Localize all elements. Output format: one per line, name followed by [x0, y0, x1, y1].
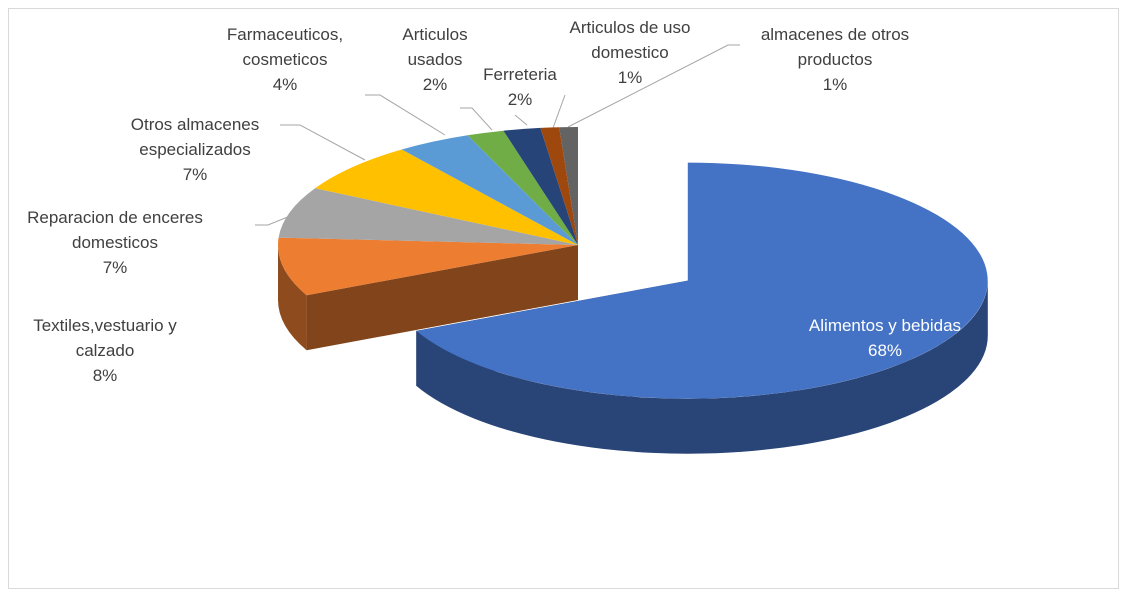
leader-line — [514, 114, 528, 126]
value-label: 1% — [617, 68, 643, 87]
slice — [416, 162, 988, 399]
slice — [278, 237, 578, 296]
data-label: Alimentos y bebidas 68% — [775, 313, 995, 363]
data-label: Otros almacenes especializados 7% — [108, 112, 283, 187]
slice — [540, 127, 578, 245]
category-label: Articulos usados — [402, 25, 468, 69]
value-label: 7% — [102, 258, 128, 277]
category-label: Otros almacenes especializados — [130, 115, 260, 159]
data-label: Reparacion de enceres domesticos 7% — [13, 205, 218, 280]
leader-line — [567, 44, 740, 128]
value-label: 2% — [507, 90, 533, 109]
category-label: Reparacion de enceres domesticos — [27, 208, 203, 252]
slice-side — [278, 245, 307, 351]
category-label: Articulos de uso domestico — [569, 18, 691, 62]
slice-side — [306, 245, 578, 351]
value-label: 68% — [867, 341, 903, 360]
slice — [401, 135, 578, 245]
data-label: Ferreteria 2% — [470, 62, 570, 112]
category-label: Farmaceuticos, cosmeticos — [226, 25, 344, 69]
slice-side — [416, 280, 988, 454]
category-label: Alimentos y bebidas — [808, 316, 962, 335]
data-label: almacenes de otros productos 1% — [728, 22, 943, 97]
category-label: almacenes de otros productos — [760, 25, 910, 69]
category-label: Textiles,vestuario y calzado — [33, 316, 177, 360]
data-label: Articulos de uso domestico 1% — [558, 15, 703, 90]
slice — [278, 188, 578, 245]
leader-line — [460, 107, 493, 131]
slice — [467, 130, 578, 245]
data-label: Farmaceuticos, cosmeticos 4% — [215, 22, 355, 97]
category-label: Ferreteria — [483, 65, 557, 84]
leader-line — [552, 94, 566, 129]
value-label: 2% — [422, 75, 448, 94]
data-label: Textiles,vestuario y calzado 8% — [30, 313, 180, 388]
value-label: 1% — [822, 75, 848, 94]
slice — [559, 126, 578, 245]
value-label: 4% — [272, 75, 298, 94]
leader-line — [280, 124, 366, 161]
leader-line — [365, 94, 446, 136]
data-label: Articulos usados 2% — [388, 22, 483, 97]
slice — [503, 127, 578, 245]
value-label: 8% — [92, 366, 118, 385]
slice — [315, 149, 578, 245]
value-label: 7% — [182, 165, 208, 184]
